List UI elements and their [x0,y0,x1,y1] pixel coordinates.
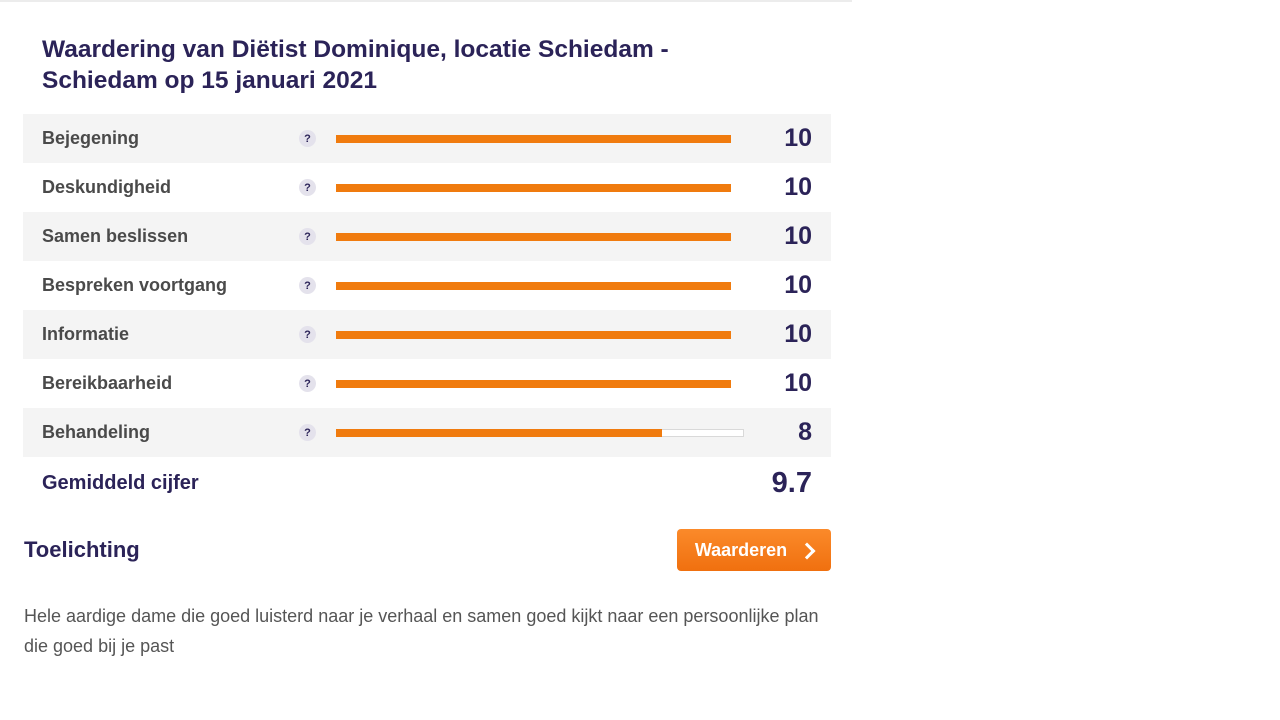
top-divider [0,0,852,2]
average-score: 9.7 [771,466,812,499]
help-icon[interactable]: ? [299,228,316,245]
rating-bar [336,183,744,192]
rating-bar [336,330,744,339]
rating-label: Bespreken voortgang [42,275,228,295]
waarderen-button[interactable]: Waarderen [677,529,831,571]
rating-row: Informatie? 10 [23,310,831,359]
rating-label: Bereikbaarheid [42,373,173,393]
rating-bar [336,134,744,143]
rating-label: Samen beslissen [42,226,189,246]
help-icon[interactable]: ? [299,326,316,343]
average-label: Gemiddeld cijfer [42,471,199,494]
rating-label: Informatie [42,324,130,344]
toelichting-heading: Toelichting [24,537,140,562]
help-icon[interactable]: ? [299,179,316,196]
rating-row: Bespreken voortgang? 10 [23,261,831,310]
rating-label: Bejegening [42,128,140,148]
rating-row: Deskundigheid? 10 [23,163,831,212]
rating-row: Samen beslissen? 10 [23,212,831,261]
rating-score: 10 [784,369,812,397]
rating-bar-fill [336,183,731,192]
rating-row: Bejegening? 10 [23,114,831,163]
page-title: Waardering van Diëtist Dominique, locati… [42,36,669,94]
ratings-list: Bejegening? 10 Deskundigheid? 10 Samen besli… [23,114,831,457]
rating-score: 10 [784,222,812,250]
rating-score: 10 [784,271,812,299]
chevron-right-icon [798,542,816,559]
rating-label: Deskundigheid [42,177,172,197]
rating-bar [336,428,744,437]
review-card: Waardering van Diëtist Dominique, locati… [23,34,831,661]
help-icon[interactable]: ? [299,424,316,441]
rating-bar-fill [336,232,731,241]
rating-bar [336,281,744,290]
review-comment: Hele aardige dame die goed luisterd naar… [24,606,819,656]
waarderen-button-label: Waarderen [694,539,788,560]
rating-bar-fill [336,428,662,437]
average-row: Gemiddeld cijfer 9.7 [23,457,831,509]
rating-score: 8 [798,418,812,446]
help-icon[interactable]: ? [299,130,316,147]
rating-bar-fill [336,281,731,290]
rating-bar-fill [336,134,731,143]
rating-label: Behandeling [42,422,151,442]
rating-score: 10 [784,173,812,201]
rating-bar-fill [336,379,731,388]
toelichting-header: Toelichting Waarderen [23,529,831,572]
rating-score: 10 [784,320,812,348]
rating-bar [336,232,744,241]
rating-bar [336,379,744,388]
help-icon[interactable]: ? [299,375,316,392]
rating-row: Behandeling? 8 [23,408,831,457]
rating-row: Bereikbaarheid? 10 [23,359,831,408]
help-icon[interactable]: ? [299,277,316,294]
rating-score: 10 [784,124,812,152]
rating-bar-fill [336,330,731,339]
